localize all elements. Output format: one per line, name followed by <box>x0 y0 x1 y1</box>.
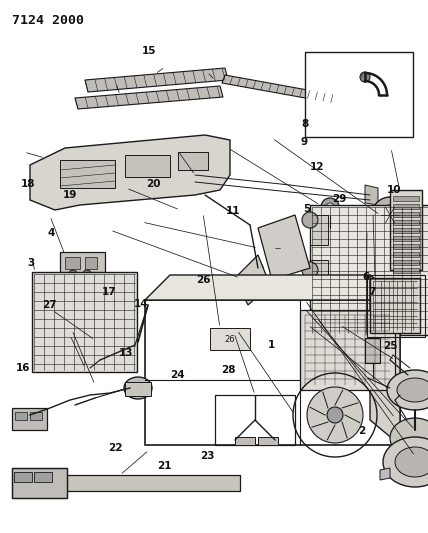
Ellipse shape <box>360 72 370 82</box>
Bar <box>178 152 208 170</box>
Bar <box>145 300 400 445</box>
Text: 16: 16 <box>16 363 31 373</box>
Ellipse shape <box>83 270 91 278</box>
Ellipse shape <box>321 198 339 216</box>
Bar <box>215 395 295 445</box>
Bar <box>34 472 52 482</box>
Text: 26: 26 <box>196 275 211 285</box>
Polygon shape <box>222 75 335 103</box>
Text: 15: 15 <box>142 46 156 55</box>
Bar <box>370 278 420 333</box>
Text: 28: 28 <box>221 366 235 375</box>
Text: 7: 7 <box>369 287 376 297</box>
Text: 10: 10 <box>386 185 401 195</box>
Text: 11: 11 <box>226 206 241 215</box>
Text: 26: 26 <box>225 335 235 343</box>
Polygon shape <box>235 255 270 305</box>
Ellipse shape <box>302 262 318 278</box>
Bar <box>310 215 328 245</box>
Bar <box>393 204 419 209</box>
Bar <box>393 244 419 249</box>
Ellipse shape <box>372 197 408 233</box>
Polygon shape <box>85 68 228 92</box>
Bar <box>310 205 428 335</box>
Ellipse shape <box>253 263 263 273</box>
Ellipse shape <box>326 203 334 211</box>
Ellipse shape <box>383 437 428 487</box>
Text: 19: 19 <box>62 190 77 199</box>
Ellipse shape <box>390 418 428 458</box>
Polygon shape <box>258 215 310 280</box>
Bar <box>393 220 419 225</box>
Text: 22: 22 <box>108 443 123 453</box>
Bar <box>60 252 105 287</box>
Bar <box>125 155 170 177</box>
Text: 3: 3 <box>28 258 35 268</box>
Text: 23: 23 <box>200 451 215 461</box>
Text: 21: 21 <box>158 462 172 471</box>
Ellipse shape <box>124 377 152 399</box>
Text: 4: 4 <box>48 228 55 238</box>
Text: 14: 14 <box>134 299 149 309</box>
Bar <box>25 475 240 491</box>
Ellipse shape <box>327 407 343 423</box>
Bar <box>310 260 328 290</box>
Ellipse shape <box>302 212 318 228</box>
Text: 25: 25 <box>383 342 398 351</box>
Bar <box>393 212 419 217</box>
Bar <box>393 196 419 201</box>
Text: 2: 2 <box>358 426 365 435</box>
Bar <box>30 412 42 420</box>
Text: 13: 13 <box>119 348 134 358</box>
Bar <box>390 190 422 270</box>
Bar <box>32 272 137 372</box>
Bar <box>125 382 151 396</box>
Text: 27: 27 <box>42 301 56 310</box>
Polygon shape <box>365 185 378 205</box>
Text: 1: 1 <box>268 341 275 350</box>
Text: 12: 12 <box>309 162 324 172</box>
Bar <box>14 472 32 482</box>
Ellipse shape <box>395 447 428 477</box>
Polygon shape <box>380 468 390 480</box>
Text: 18: 18 <box>21 179 35 189</box>
Text: 29: 29 <box>332 194 347 204</box>
Bar <box>210 328 250 350</box>
Bar <box>85 257 97 269</box>
Text: 7124 2000: 7124 2000 <box>12 14 84 27</box>
Bar <box>393 252 419 257</box>
Bar <box>15 412 27 420</box>
Bar <box>60 160 115 188</box>
Ellipse shape <box>307 387 363 443</box>
Bar <box>393 228 419 233</box>
Text: 17: 17 <box>102 287 116 297</box>
Polygon shape <box>75 86 223 109</box>
Polygon shape <box>30 135 230 210</box>
Text: 24: 24 <box>170 370 185 379</box>
Text: 9: 9 <box>300 138 307 147</box>
Bar <box>365 338 380 363</box>
Bar <box>393 236 419 241</box>
Ellipse shape <box>69 270 77 278</box>
Bar <box>12 468 67 498</box>
Text: 6: 6 <box>363 272 369 282</box>
Polygon shape <box>370 275 400 445</box>
Ellipse shape <box>397 378 428 402</box>
Text: 5: 5 <box>304 205 311 214</box>
Bar <box>300 310 395 390</box>
Text: 8: 8 <box>302 119 309 129</box>
Bar <box>12 408 47 430</box>
Bar <box>393 268 419 273</box>
Ellipse shape <box>380 205 400 225</box>
Bar <box>65 257 80 269</box>
Bar <box>258 437 278 445</box>
Bar <box>305 52 413 137</box>
Bar <box>393 260 419 265</box>
Ellipse shape <box>387 370 428 410</box>
Bar <box>235 437 255 445</box>
Bar <box>367 275 425 337</box>
Polygon shape <box>145 275 400 300</box>
Text: 20: 20 <box>146 179 160 189</box>
